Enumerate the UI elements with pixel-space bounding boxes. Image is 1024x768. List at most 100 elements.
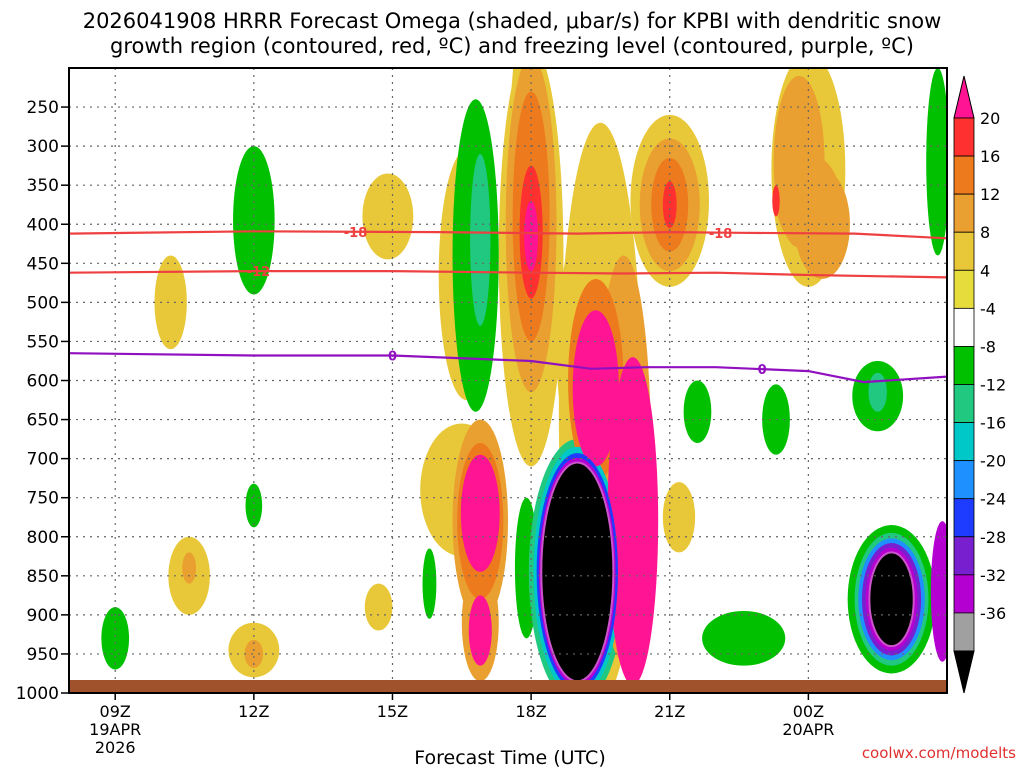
y-axis: 250 300 350 400 450 500 550 600 650 700 750 800 850 9… (16, 98, 69, 704)
omega-cell (422, 548, 437, 619)
colorbar-label: 12 (980, 185, 1000, 204)
dgz-minus18-label: -18 (344, 226, 368, 241)
dgz-minus18-line (69, 230, 947, 240)
y-tick-label: 350 (27, 176, 59, 196)
omega-cell (662, 181, 677, 229)
y-tick-label: 750 (27, 489, 59, 509)
colorbar-swatch (953, 460, 975, 500)
omega-cell (362, 173, 414, 260)
colorbar-label: 4 (980, 261, 990, 280)
colorbar-swatch (953, 536, 975, 576)
colorbar-swatch (953, 193, 975, 233)
colorbar-label: -12 (980, 376, 1006, 395)
freezing-level-0-line (69, 352, 947, 384)
colorbar-swatch (953, 498, 975, 538)
colorbar-label: -36 (980, 604, 1006, 623)
omega-cell (662, 482, 696, 553)
y-tick-label: 850 (27, 567, 59, 587)
omega-cell (540, 461, 615, 683)
y-tick-label: 300 (27, 137, 59, 157)
omega-cell (930, 521, 947, 662)
freezing-level-0-label: 0 (758, 363, 767, 378)
colorbar-label: -16 (980, 414, 1006, 433)
omega-cell (244, 639, 264, 668)
colorbar-label: 16 (980, 147, 1000, 166)
omega-cell (572, 310, 619, 467)
omega-cell (607, 357, 659, 686)
omega-cell (364, 583, 393, 631)
colorbar-top-arrow (953, 75, 975, 119)
colorbar-bottom-arrow (953, 650, 975, 694)
colorbar-swatch (953, 574, 975, 614)
y-tick-label: 700 (27, 450, 59, 470)
omega-cell (524, 200, 539, 272)
colorbar-label: 8 (980, 223, 990, 242)
colorbar-label: -28 (980, 528, 1006, 547)
freezing-level-0-label: 0 (388, 350, 397, 365)
colorbar-label: -32 (980, 566, 1006, 585)
colorbar-swatch (953, 346, 975, 385)
y-tick-label: 800 (27, 528, 59, 548)
plot-area: -18 -18 -12 0 0 (69, 68, 947, 693)
y-tick-label: 950 (27, 645, 59, 665)
omega-cell (101, 607, 130, 670)
x-tick-date: 19APR (89, 720, 141, 739)
x-tick-date: 20APR (782, 720, 834, 739)
colorbar-swatch (953, 384, 975, 423)
colorbar-swatch (953, 612, 975, 652)
contour-lines: -18 -18 -12 0 0 (69, 226, 947, 384)
x-tick-label: 18Z (515, 702, 546, 721)
omega-cell (772, 185, 780, 217)
omega-cell (245, 483, 263, 528)
omega-cell (683, 380, 712, 443)
x-tick-label: 09Z (100, 702, 131, 721)
colorbar-swatch (953, 307, 975, 347)
terrain-ground (69, 680, 947, 693)
omega-cell (460, 454, 500, 572)
colorbar-label: -8 (980, 337, 996, 356)
x-tick-label: 21Z (654, 702, 685, 721)
colorbar-legend: 20 16 12 8 4 -4 -8 -12 -16 -20 -24 -28 -32 -36 (953, 75, 1006, 694)
colorbar-swatch (953, 422, 975, 462)
x-tick-label: 00Z (793, 702, 824, 721)
omega-cell (182, 552, 197, 584)
colorbar-swatch (953, 155, 975, 195)
omega-cell (702, 610, 786, 666)
y-tick-label: 450 (27, 254, 59, 274)
dgz-minus18-label: -18 (709, 227, 733, 242)
omega-cell (868, 551, 915, 648)
dgz-minus12-label: -12 (247, 265, 271, 280)
omega-cell (468, 595, 492, 666)
y-tick-label: 550 (27, 332, 59, 352)
watermark: coolwx.com/modelts (862, 744, 1016, 762)
colorbar-label: -20 (980, 452, 1006, 471)
y-tick-label: 650 (27, 411, 59, 431)
y-tick-label: 900 (27, 606, 59, 626)
x-tick-label: 12Z (238, 702, 269, 721)
x-axis-label: Forecast Time (UTC) (414, 747, 605, 768)
chart-title-line2: growth region (contoured, red, ºC) and f… (110, 34, 914, 58)
x-tick-label: 15Z (377, 702, 408, 721)
y-tick-label: 400 (27, 215, 59, 235)
dgz-minus12-line (69, 270, 947, 279)
y-tick-label: 1000 (16, 684, 59, 704)
colorbar-label: -24 (980, 490, 1006, 509)
y-tick-label: 500 (27, 293, 59, 313)
omega-cell (154, 255, 187, 350)
x-tick-year: 2026 (95, 738, 136, 757)
y-tick-label: 250 (27, 98, 59, 118)
omega-cell (470, 153, 491, 326)
omega-shading (101, 68, 947, 693)
colorbar-swatch (953, 117, 975, 157)
omega-cell (868, 372, 887, 412)
colorbar-label: -4 (980, 299, 996, 318)
omega-cell (776, 153, 841, 248)
omega-cell (926, 68, 947, 256)
colorbar-swatch (953, 269, 975, 309)
omega-cell (233, 146, 275, 295)
chart-title-line1: 2026041908 HRRR Forecast Omega (shaded, … (83, 9, 942, 33)
colorbar-label: 20 (980, 109, 1000, 128)
y-tick-label: 600 (27, 372, 59, 392)
